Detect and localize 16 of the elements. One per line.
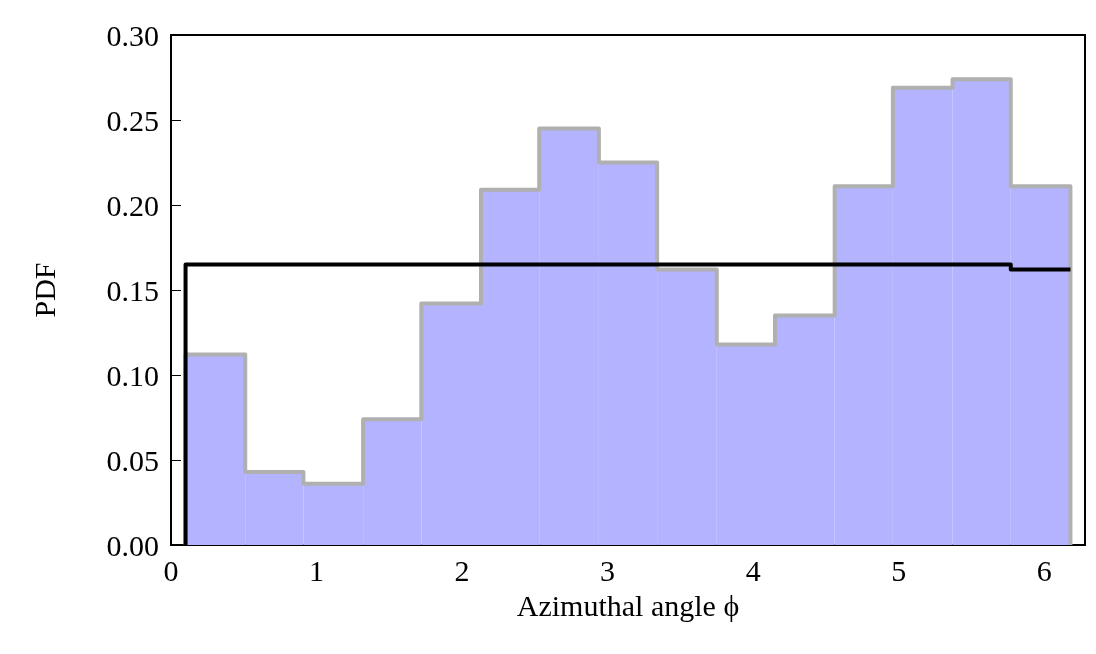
x-tick-label: 1 [309, 553, 325, 587]
y-tick-label: 0.20 [106, 188, 159, 222]
y-tick-label: 0.05 [106, 443, 159, 477]
y-tick-label: 0.30 [106, 18, 159, 52]
y-tick-label: 0.15 [106, 273, 159, 307]
y-axis-title: PDF [27, 262, 61, 318]
x-tick-label: 6 [1036, 553, 1052, 587]
x-tick-label: 2 [454, 553, 470, 587]
x-tick-label: 0 [163, 553, 179, 587]
y-tick-label: 0.00 [106, 528, 159, 562]
x-tick-label: 3 [600, 553, 616, 587]
y-tick-label: 0.10 [106, 358, 159, 392]
y-tick-label: 0.25 [106, 103, 159, 137]
x-tick-label: 4 [745, 553, 761, 587]
x-tick-label: 5 [891, 553, 907, 587]
x-axis-title: Azimuthal angle ϕ [516, 588, 740, 622]
